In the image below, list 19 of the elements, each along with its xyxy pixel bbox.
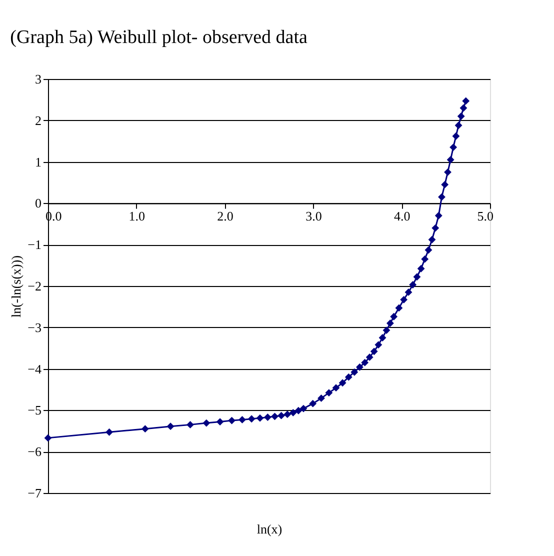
y-tick-label: 0 (35, 196, 42, 211)
x-tick-label: 3.0 (306, 208, 322, 224)
x-tick-label: 1.0 (128, 208, 146, 224)
y-axis-title: ln(-ln(s(x))) (8, 255, 24, 318)
x-tick-label: 4.0 (394, 208, 410, 224)
y-tick-label: −4 (28, 361, 42, 376)
y-tick-label: −6 (28, 444, 42, 460)
chart-title: (Graph 5a) Weibull plot- observed data (10, 27, 308, 48)
y-tick-label: −7 (28, 486, 42, 500)
y-tick-label: 3 (35, 72, 42, 86)
x-tick-label: 2.0 (217, 208, 234, 224)
y-tick-label: −1 (28, 237, 42, 252)
y-tick-label: 1 (35, 154, 42, 170)
y-tick-label: −2 (28, 278, 42, 294)
y-tick-label: 2 (35, 112, 42, 128)
x-tick-label: 5.0 (477, 208, 494, 224)
y-tick-label: −5 (28, 402, 42, 418)
x-axis-title: ln(x) (256, 522, 282, 536)
y-tick-label: −3 (28, 320, 42, 335)
